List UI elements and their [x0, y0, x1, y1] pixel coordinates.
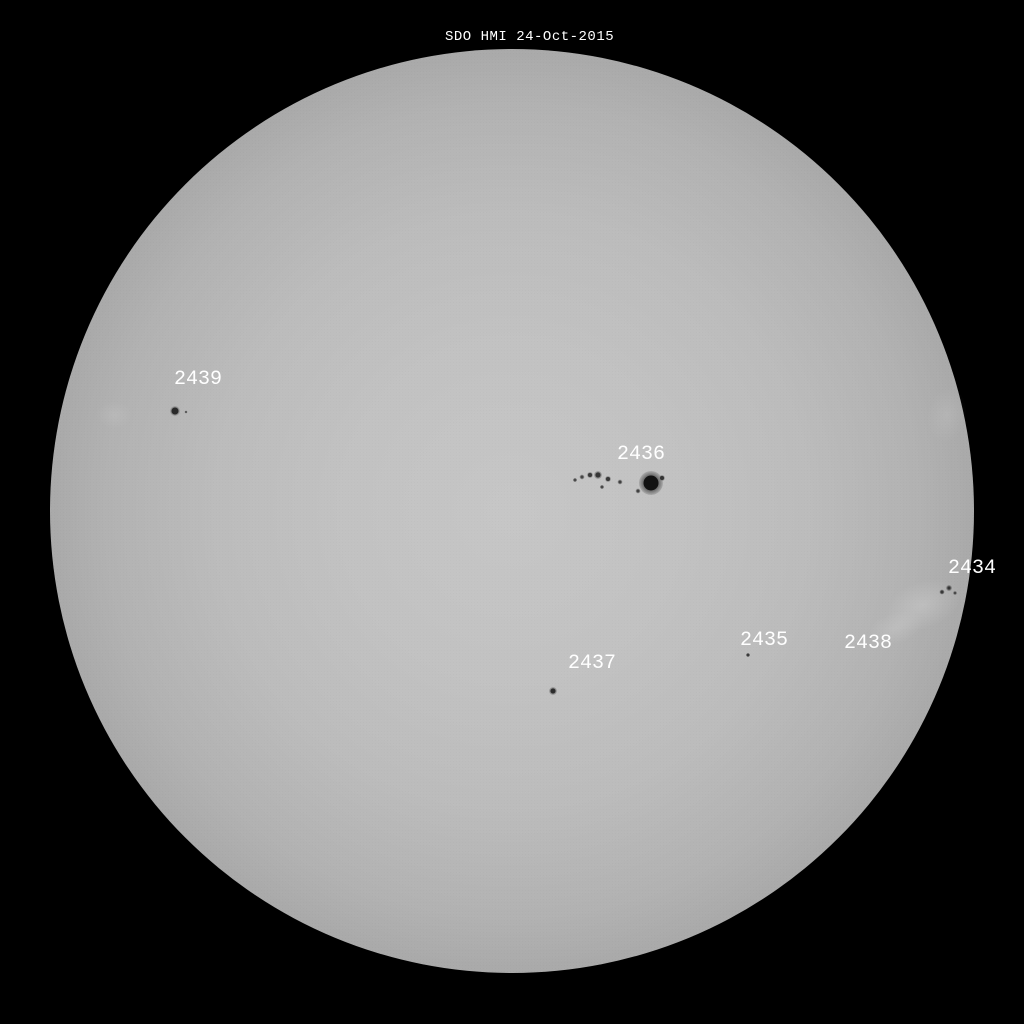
region-label-2437: 2437	[568, 652, 616, 675]
sunspot-umbra	[601, 486, 604, 489]
region-label-2434: 2434	[948, 557, 996, 580]
sunspot-umbra	[637, 490, 640, 493]
region-label-2438: 2438	[844, 632, 892, 655]
region-label-2436: 2436	[617, 443, 665, 466]
sunspot-umbra	[574, 479, 577, 482]
sunspot-umbra	[941, 591, 944, 594]
sunspot-umbra	[619, 481, 622, 484]
sunspot-umbra	[172, 408, 179, 415]
region-label-2435: 2435	[740, 629, 788, 652]
sunspot-umbra	[660, 476, 664, 480]
sunspot-umbra	[644, 476, 659, 491]
sunspot-umbra	[596, 473, 601, 478]
sunspot-umbra	[954, 592, 956, 594]
sun-disk	[50, 49, 974, 973]
sunspot-umbra	[606, 477, 610, 481]
sunspot-umbra	[551, 689, 556, 694]
region-label-2439: 2439	[174, 368, 222, 391]
sunspot-umbra	[747, 654, 750, 657]
sunspot-umbra	[581, 476, 584, 479]
sunspot-umbra	[185, 411, 187, 413]
sunspot-umbra	[588, 473, 592, 477]
image-title: SDO HMI 24-Oct-2015	[445, 29, 614, 45]
sunspot-umbra	[948, 587, 951, 590]
